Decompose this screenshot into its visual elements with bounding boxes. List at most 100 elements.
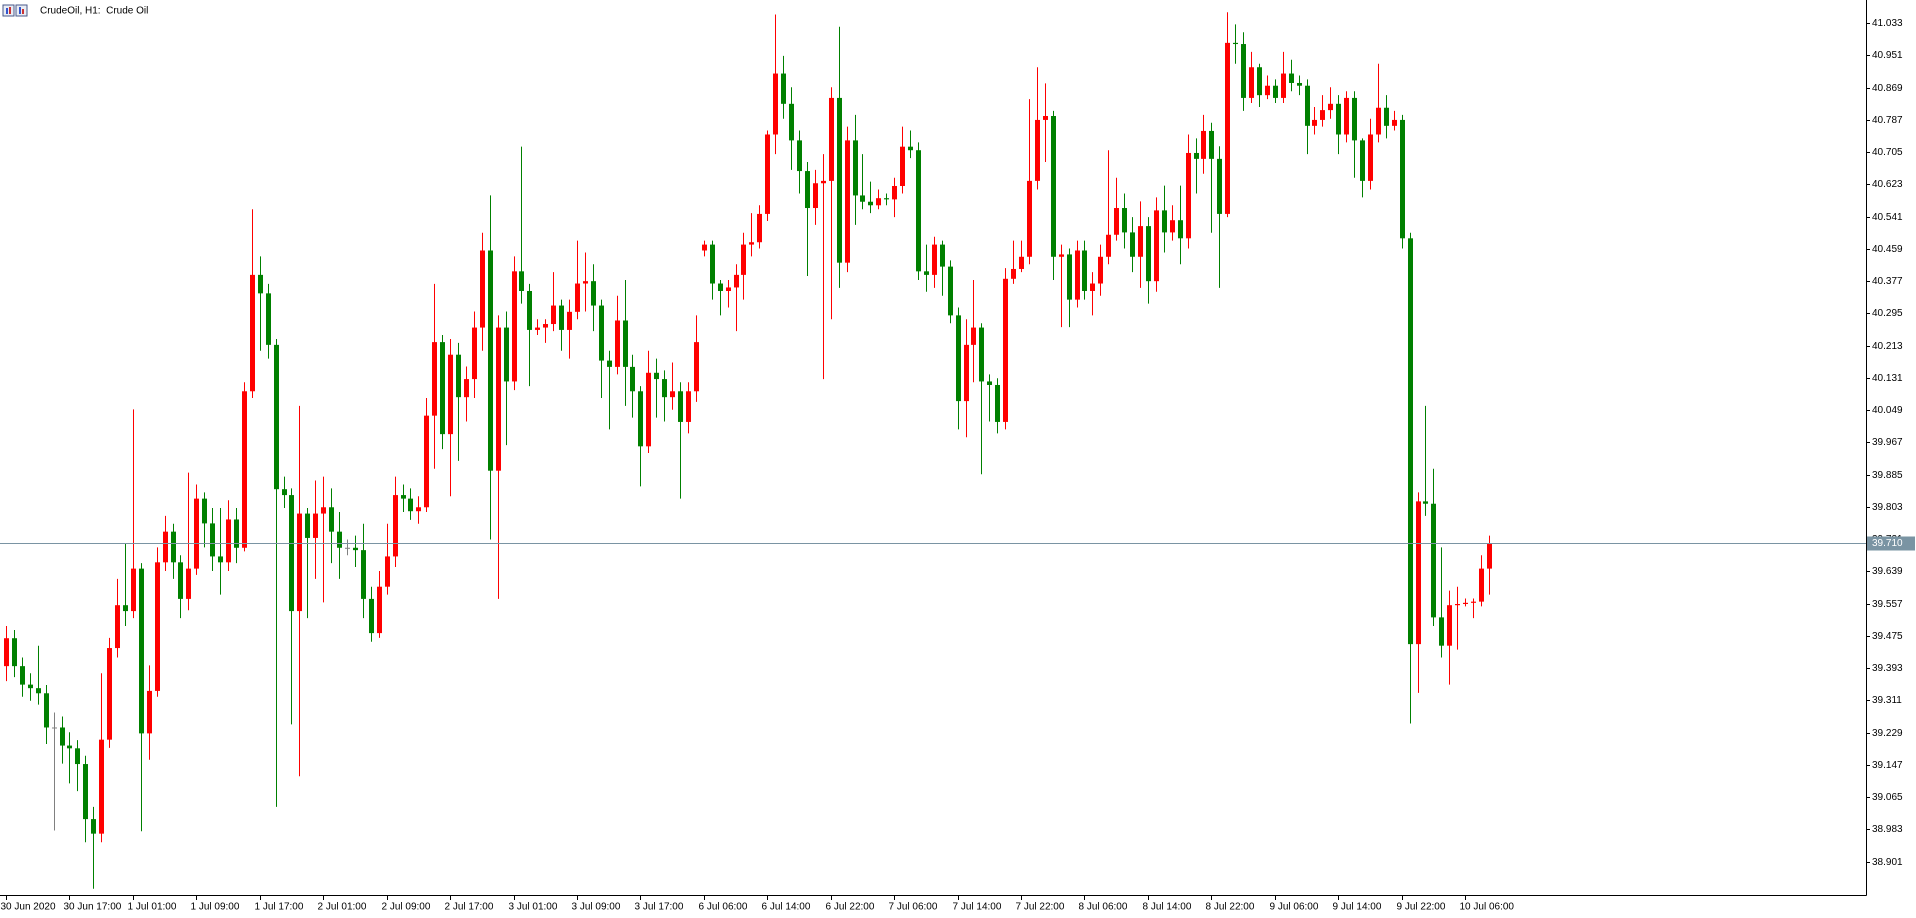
candle-body: [480, 250, 485, 328]
candle-body: [210, 523, 215, 557]
candle-body: [401, 495, 406, 499]
candle-body: [1471, 601, 1476, 603]
candle-body: [718, 283, 723, 291]
y-tick-label: 40.705: [1872, 147, 1903, 158]
candle-body: [805, 171, 810, 209]
candle-body: [1170, 220, 1175, 233]
candle-body: [504, 327, 509, 382]
candle-body: [1241, 44, 1246, 98]
candle-body: [1320, 110, 1325, 120]
candle-body: [1376, 107, 1381, 135]
candle-body: [432, 342, 437, 416]
candle-body: [1035, 119, 1040, 181]
candle-body: [694, 342, 699, 392]
candle-body: [678, 391, 683, 422]
candle-body: [44, 693, 49, 728]
candle-body: [1186, 152, 1191, 239]
candle-body: [567, 311, 572, 330]
y-tick-label: 40.869: [1872, 83, 1903, 94]
candle-body: [670, 391, 675, 398]
candle-body: [1154, 210, 1159, 282]
candle-body: [226, 519, 231, 563]
candle-body: [305, 513, 310, 538]
y-tick-label: 40.213: [1872, 341, 1903, 352]
candle-body: [1114, 208, 1119, 235]
candle-body: [448, 354, 453, 435]
candle-body: [559, 305, 564, 330]
candle-body: [1027, 180, 1032, 257]
x-tick-label: 30 Jun 17:00: [64, 902, 122, 913]
candle-body: [1075, 250, 1080, 300]
candle-body: [115, 605, 120, 649]
candle-body: [456, 354, 461, 398]
candle-body: [75, 748, 80, 765]
y-tick-label: 38.983: [1872, 824, 1903, 835]
candle-body: [892, 185, 897, 200]
candle-body: [1400, 119, 1405, 239]
candle-body: [654, 372, 659, 380]
candle-body: [615, 320, 620, 367]
candle-body: [1416, 501, 1421, 645]
candle-body: [472, 327, 477, 380]
y-tick-label: 39.147: [1872, 760, 1903, 771]
candle-body: [551, 305, 556, 325]
candle-body: [773, 73, 778, 135]
candle-body: [789, 103, 794, 141]
candle-body: [646, 372, 651, 447]
candle-body: [971, 327, 976, 345]
candle-body: [956, 315, 961, 402]
x-tick-label: 2 Jul 01:00: [318, 902, 367, 913]
candle-body: [1090, 283, 1095, 291]
candle-body: [385, 556, 390, 587]
candle-body: [131, 568, 136, 612]
candle-body: [916, 150, 921, 272]
candle-body: [1297, 82, 1302, 86]
y-tick-label: 40.787: [1872, 115, 1903, 126]
y-tick-label: 38.901: [1872, 857, 1903, 868]
x-tick-label: 3 Jul 01:00: [509, 902, 558, 913]
candle-body: [1479, 568, 1484, 602]
candle-body: [884, 198, 889, 200]
candle-body: [60, 727, 65, 746]
candle-body: [591, 281, 596, 306]
x-tick-label: 3 Jul 17:00: [635, 902, 684, 913]
candle-body: [686, 391, 691, 422]
candle-body: [393, 495, 398, 557]
y-tick-label: 40.377: [1872, 276, 1903, 287]
chart-title: CrudeOil, H1: Crude Oil: [40, 6, 148, 17]
candle-body: [710, 244, 715, 284]
candle-body: [1225, 42, 1230, 214]
candle-body: [1138, 226, 1143, 257]
candle-body: [496, 327, 501, 471]
y-tick-label: 40.541: [1872, 212, 1903, 223]
candle-body: [1305, 85, 1310, 126]
candle-body: [1194, 152, 1199, 159]
candle-body: [781, 73, 786, 104]
candle-body: [1439, 617, 1444, 646]
candle-body: [1431, 503, 1436, 618]
candle-body: [900, 146, 905, 186]
candle-body: [163, 531, 168, 563]
candle-body: [607, 360, 612, 367]
x-tick-label: 8 Jul 06:00: [1079, 902, 1128, 913]
candle-body: [1146, 226, 1151, 282]
candle-body: [749, 242, 754, 245]
candle-body: [1289, 73, 1294, 83]
candle-body: [282, 489, 287, 496]
candle-body: [321, 507, 326, 514]
candle-body: [1281, 73, 1286, 98]
candle-body: [726, 287, 731, 291]
candle-body: [868, 201, 873, 206]
x-tick-label: 30 Jun 2020: [1, 902, 56, 913]
candle-body: [837, 97, 842, 263]
candle-body: [519, 271, 524, 291]
candle-body: [702, 244, 707, 251]
candle-body: [940, 244, 945, 267]
candle-body: [638, 391, 643, 447]
candle-body: [995, 384, 1000, 422]
symbol-icon: [2, 4, 28, 17]
candle-body: [250, 274, 255, 392]
candle-body: [186, 568, 191, 599]
x-tick-label: 8 Jul 14:00: [1143, 902, 1192, 913]
